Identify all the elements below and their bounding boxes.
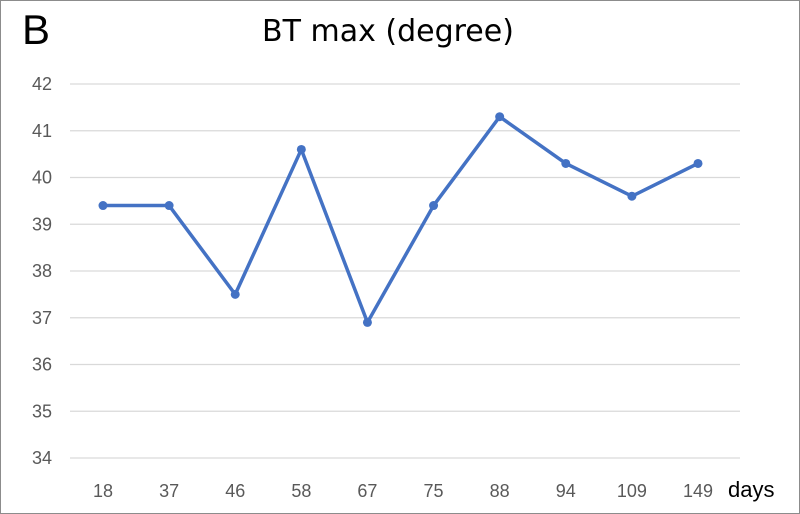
x-tick-label-46: 46 (225, 481, 245, 501)
data-point-18 (98, 201, 108, 211)
data-point-109 (627, 191, 637, 201)
gridlines (70, 83, 740, 459)
y-tick-label-36: 36 (32, 355, 52, 375)
y-tick-label-42: 42 (32, 74, 52, 94)
data-point-58 (296, 144, 306, 154)
x-tick-label-37: 37 (159, 481, 179, 501)
data-point-67 (362, 317, 372, 327)
data-point-75 (429, 201, 439, 211)
y-tick-label-40: 40 (32, 168, 52, 188)
y-tick-label-34: 34 (32, 448, 52, 468)
series-group (98, 112, 703, 327)
x-tick-label-94: 94 (556, 481, 576, 501)
x-tick-label-75: 75 (424, 481, 444, 501)
data-point-149 (693, 158, 703, 168)
x-axis-label: days (728, 477, 774, 502)
data-point-37 (164, 201, 174, 211)
x-tick-label-109: 109 (617, 481, 647, 501)
x-tick-label-18: 18 (93, 481, 113, 501)
x-tick-label-88: 88 (490, 481, 510, 501)
y-tick-label-35: 35 (32, 401, 52, 421)
y-tick-label-37: 37 (32, 308, 52, 328)
y-tick-label-41: 41 (32, 121, 52, 141)
data-point-46 (230, 289, 240, 299)
panel-label: B (22, 6, 51, 53)
x-axis-ticks: 18 37 46 58 67 75 88 94 109 149 (93, 481, 713, 501)
data-point-88 (495, 112, 505, 122)
y-tick-label-39: 39 (32, 214, 52, 234)
series-line-0 (101, 114, 700, 325)
x-tick-label-67: 67 (357, 481, 377, 501)
x-tick-label-58: 58 (291, 481, 311, 501)
x-tick-label-149: 149 (683, 481, 713, 501)
y-tick-label-38: 38 (32, 261, 52, 281)
y-axis-ticks: 34 35 36 37 38 39 40 41 42 (32, 74, 52, 468)
chart-title: BT max (degree) (262, 14, 514, 49)
data-point-94 (561, 158, 571, 168)
